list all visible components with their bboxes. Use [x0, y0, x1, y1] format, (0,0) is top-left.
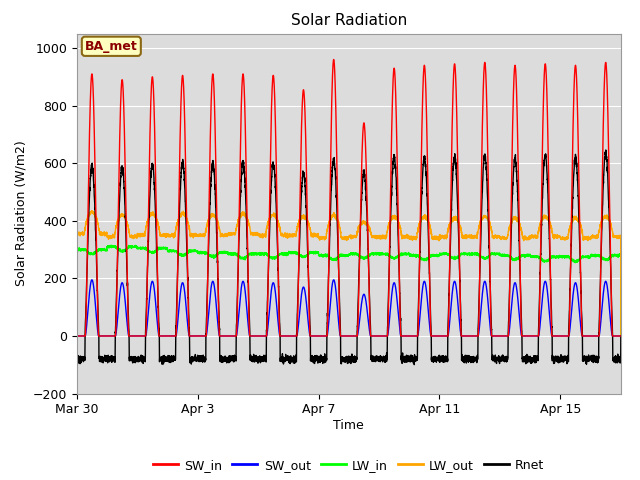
Rnet — [397, 312, 404, 318]
LW_in — [170, 249, 178, 255]
LW_out — [611, 234, 618, 240]
LW_in — [397, 253, 404, 259]
LW_in — [173, 251, 181, 256]
SW_out — [173, 322, 181, 328]
Line: SW_out: SW_out — [77, 280, 621, 336]
SW_out — [611, 333, 618, 339]
SW_in — [170, 333, 178, 339]
SW_in — [73, 333, 81, 339]
Rnet — [410, 362, 418, 368]
LW_out — [73, 230, 81, 236]
LW_out — [95, 228, 103, 233]
LW_in — [95, 246, 102, 252]
LW_in — [255, 251, 263, 257]
Rnet — [611, 355, 619, 361]
Line: LW_in: LW_in — [77, 245, 621, 336]
LW_out — [88, 208, 95, 214]
SW_in — [95, 333, 102, 339]
LW_in — [73, 247, 81, 252]
SW_in — [397, 328, 404, 334]
Rnet — [173, 276, 181, 282]
Line: LW_out: LW_out — [77, 211, 621, 336]
Rnet — [73, 357, 81, 362]
LW_out — [173, 220, 181, 226]
SW_in — [611, 333, 618, 339]
SW_out — [255, 333, 263, 339]
Rnet — [617, 333, 625, 339]
LW_in — [611, 251, 618, 257]
SW_out — [88, 277, 96, 283]
SW_out — [170, 333, 178, 339]
SW_out — [73, 333, 81, 339]
Rnet — [170, 357, 178, 363]
SW_in — [617, 333, 625, 339]
Rnet — [255, 355, 263, 361]
LW_in — [108, 242, 116, 248]
Y-axis label: Solar Radiation (W/m2): Solar Radiation (W/m2) — [14, 141, 27, 287]
Rnet — [95, 332, 102, 338]
Text: BA_met: BA_met — [85, 40, 138, 53]
SW_out — [95, 333, 103, 339]
SW_out — [617, 333, 625, 339]
Line: SW_in: SW_in — [77, 60, 621, 336]
Line: Rnet: Rnet — [77, 150, 621, 365]
Rnet — [602, 147, 610, 153]
LW_out — [170, 234, 178, 240]
Title: Solar Radiation: Solar Radiation — [291, 13, 407, 28]
Legend: SW_in, SW_out, LW_in, LW_out, Rnet: SW_in, SW_out, LW_in, LW_out, Rnet — [148, 454, 549, 477]
X-axis label: Time: Time — [333, 419, 364, 432]
LW_out — [617, 333, 625, 339]
SW_in — [255, 333, 263, 339]
LW_out — [255, 232, 263, 238]
SW_out — [397, 332, 404, 338]
SW_in — [173, 284, 181, 289]
LW_out — [397, 226, 404, 232]
LW_in — [617, 333, 625, 339]
SW_in — [330, 57, 337, 62]
